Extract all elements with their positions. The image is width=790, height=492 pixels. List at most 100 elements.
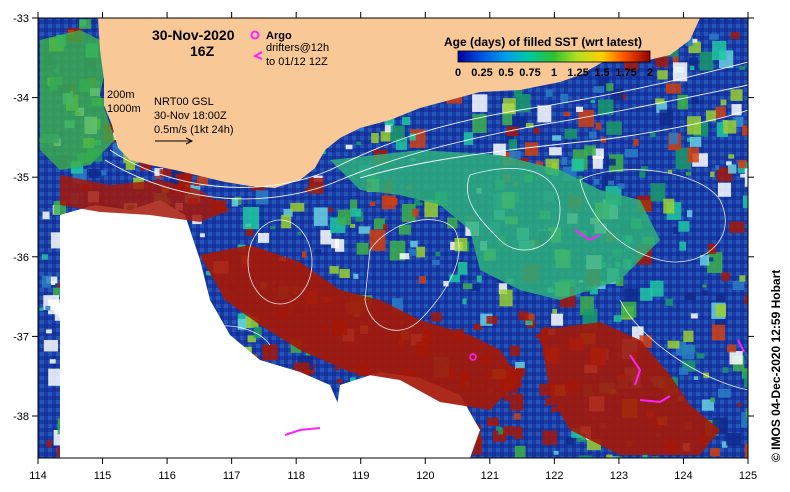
colorbar-tick-label: 0 [455,67,461,79]
age-pixel [715,304,727,317]
age-pixel [639,171,646,178]
age-pixel [537,105,552,123]
colorbar-ticks: 0 0.25 0.5 0.75 1 1.25 1.5 1.75 2 [455,67,653,79]
age-pixel [159,169,172,177]
age-pixel [503,393,512,402]
colorbar-tick-label: 0.5 [498,67,513,79]
colorbar-tick-label: 2 [647,67,653,79]
age-pixel [313,207,328,226]
age-pixel [412,208,419,217]
age-pixel [101,170,107,176]
age-pixel [624,288,638,303]
x-tick-label: 114 [29,470,47,482]
age-pixel [692,38,698,43]
age-pixel [290,202,305,212]
age-pixel [514,445,526,458]
sst-field [38,18,748,458]
age-pixel [336,379,343,384]
age-pixel [373,218,385,230]
age-pixel [486,316,498,324]
age-pixel [337,209,352,225]
colorbar-tick-label: 1.75 [615,67,636,79]
age-pixel [560,93,569,104]
isobath-1000m-label: 1000m [107,103,141,115]
y-tick-label: -35 [13,172,29,184]
age-pixel [721,272,730,281]
age-pixel [535,333,544,339]
age-pixel [717,182,731,197]
age-pixel [48,368,62,386]
age-pixel [88,168,100,179]
age-pixel [677,94,689,110]
age-pixel [721,441,728,448]
x-tick-label: 117 [223,470,241,482]
age-pixel [45,305,51,311]
age-pixel [46,440,53,448]
age-pixel [545,89,553,97]
age-pixel [542,430,558,445]
age-pixel [505,134,515,144]
age-pixel [41,275,51,288]
age-pixel [715,106,726,118]
age-pixel [392,298,403,312]
age-pixel [518,311,529,321]
isobath-contours [104,61,748,200]
age-pixel [493,143,506,156]
age-pixel [709,33,719,40]
colorbar-tick-label: 0.75 [519,67,540,79]
age-pixel [687,147,699,163]
currents-datetime-label: 30-Nov 18:00Z [154,110,227,122]
age-pixel [726,161,732,166]
age-pixel [663,198,675,214]
age-pixel [741,125,748,136]
age-pixel [510,393,524,411]
age-pixel [715,165,720,170]
age-pixel [399,253,410,260]
age-pixel [297,231,302,235]
age-pixel [673,226,680,234]
age-pixel [509,345,520,357]
age-pixel [424,199,438,218]
age-pixel [699,51,714,71]
age-pixel [642,453,648,458]
y-tick-label: -38 [13,411,29,423]
age-pixel [682,344,695,360]
age-pixel [656,101,667,113]
age-pixel [515,361,525,369]
age-pixel [308,177,324,194]
age-pixel [650,183,666,202]
age-pixel [731,104,742,116]
age-pixel [579,455,592,458]
age-pixel [384,123,393,133]
drifter-legend-line1: drifters@12h [266,42,329,54]
age-pixel [402,116,411,126]
drifter-legend-line2: to 01/12 12Z [266,56,328,68]
age-pixel [606,121,622,135]
age-pixel [416,246,426,258]
age-pixel [589,131,597,139]
age-pixel [720,99,727,106]
age-pixel [386,198,398,205]
age-pixel [409,133,416,141]
age-pixel [472,94,488,112]
age-pixel [561,157,568,165]
age-pixel [196,176,209,186]
y-tick-label: -36 [13,252,29,264]
age-pixel [432,259,440,266]
age-pixel [688,41,701,54]
age-pixel [513,413,521,420]
age-pixel [687,116,702,135]
age-pixel [430,312,442,322]
red-age-region-central [200,245,520,410]
age-pixel [549,147,562,156]
x-axis: 114 115 116 117 118 119 120 121 122 123 124 125 [29,12,757,482]
age-pixel [586,439,601,451]
age-pixel [502,426,515,436]
age-pixel [371,133,379,144]
age-pixel [736,403,742,407]
age-pixel [552,308,558,314]
age-pixel [253,326,262,338]
age-pixel [495,426,502,431]
age-pixel [687,137,692,142]
age-pixel [462,283,473,290]
